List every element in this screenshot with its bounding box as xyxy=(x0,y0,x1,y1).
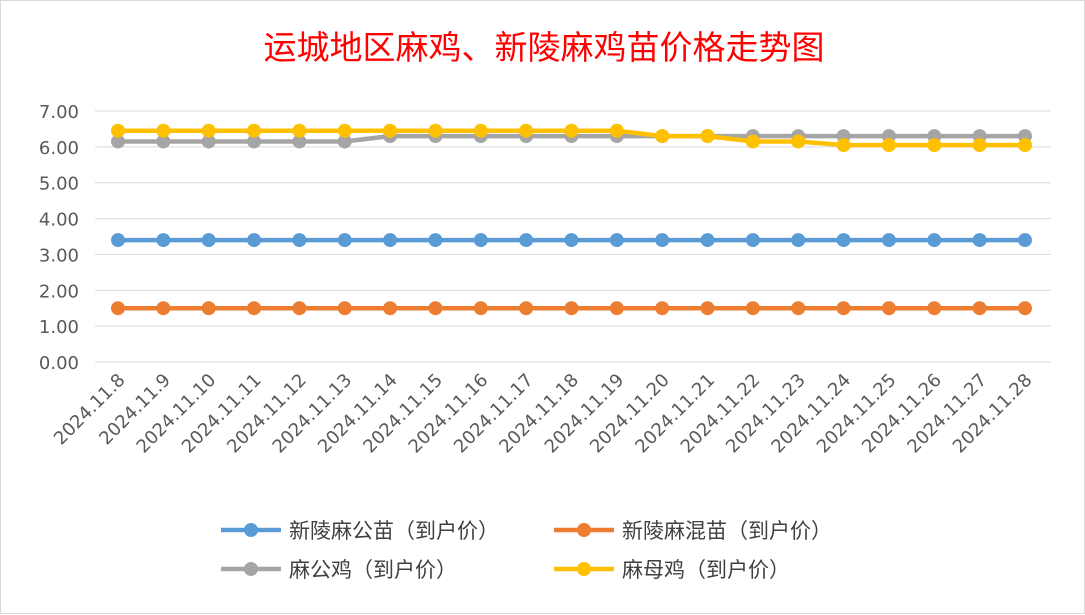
legend-marker xyxy=(577,562,591,576)
data-point xyxy=(836,301,851,316)
legend-marker xyxy=(244,523,258,537)
data-point xyxy=(791,134,806,149)
legend-item: 新陵麻混苗（到户价） xyxy=(554,519,832,543)
y-tick-label: 1.00 xyxy=(39,317,79,338)
data-point xyxy=(247,301,262,316)
data-point xyxy=(700,129,715,144)
data-point xyxy=(337,123,352,138)
series-1 xyxy=(111,233,1032,248)
data-point xyxy=(836,233,851,248)
y-tick-label: 4.00 xyxy=(39,210,79,231)
legend-item: 麻公鸡（到户价） xyxy=(221,558,457,582)
data-point xyxy=(247,123,262,138)
data-point xyxy=(927,301,942,316)
data-point xyxy=(337,233,352,248)
y-tick-label: 3.00 xyxy=(39,245,79,266)
legend: 新陵麻公苗（到户价） 新陵麻混苗（到户价） 麻公鸡（到户价） 麻母鸡（到户价） xyxy=(221,519,832,582)
data-point xyxy=(201,233,216,248)
data-point xyxy=(292,134,307,149)
data-point xyxy=(428,233,443,248)
data-point xyxy=(156,233,171,248)
data-point xyxy=(927,233,942,248)
data-point xyxy=(292,123,307,138)
data-point xyxy=(745,301,760,316)
legend-label: 麻母鸡（到户价） xyxy=(622,558,790,582)
data-point xyxy=(881,233,896,248)
data-point xyxy=(111,233,125,248)
data-point xyxy=(428,301,443,316)
y-tick-label: 5.00 xyxy=(39,174,79,195)
legend-item: 麻母鸡（到户价） xyxy=(554,558,790,582)
legend-label: 新陵麻公苗（到户价） xyxy=(289,519,499,543)
y-tick-label: 0.00 xyxy=(39,353,79,374)
y-tick-label: 7.00 xyxy=(39,102,79,123)
data-point xyxy=(609,123,624,138)
data-point xyxy=(111,301,125,316)
data-point xyxy=(201,123,216,138)
data-point xyxy=(473,233,488,248)
data-point xyxy=(111,134,125,149)
legend-label: 麻公鸡（到户价） xyxy=(289,558,457,582)
data-point xyxy=(473,301,488,316)
legend-item: 新陵麻公苗（到户价） xyxy=(221,519,499,543)
data-point xyxy=(972,301,987,316)
data-point xyxy=(700,301,715,316)
data-point xyxy=(383,233,398,248)
y-tick-label: 2.00 xyxy=(39,281,79,302)
data-point xyxy=(564,301,579,316)
series-lines xyxy=(111,123,1032,316)
data-point xyxy=(292,301,307,316)
data-point xyxy=(519,301,534,316)
data-point xyxy=(519,123,534,138)
data-point xyxy=(881,138,896,153)
data-point xyxy=(564,123,579,138)
data-point xyxy=(156,134,171,149)
data-point xyxy=(201,301,216,316)
data-point xyxy=(700,233,715,248)
data-point xyxy=(1018,301,1032,316)
y-tick-label: 6.00 xyxy=(39,138,79,159)
data-point xyxy=(791,301,806,316)
y-axis-ticks: 0.00 1.00 2.00 3.00 4.00 5.00 6.00 7.00 xyxy=(39,102,79,374)
legend-marker xyxy=(577,523,591,537)
data-point xyxy=(972,233,987,248)
data-point xyxy=(201,134,216,149)
data-point xyxy=(836,138,851,153)
data-point xyxy=(247,233,262,248)
x-axis-ticks: 2024.11.82024.11.92024.11.102024.11.1120… xyxy=(50,370,1037,458)
chart-title: 运城地区麻鸡、新陵麻鸡苗价格走势图 xyxy=(264,28,825,67)
data-point xyxy=(519,233,534,248)
data-point xyxy=(383,301,398,316)
data-point xyxy=(111,123,125,138)
data-point xyxy=(655,233,670,248)
legend-marker xyxy=(244,562,258,576)
data-point xyxy=(881,301,896,316)
data-point xyxy=(972,138,987,153)
data-point xyxy=(609,233,624,248)
series-4 xyxy=(111,123,1032,153)
data-point xyxy=(247,134,262,149)
data-point xyxy=(473,123,488,138)
data-point xyxy=(745,233,760,248)
data-point xyxy=(428,123,443,138)
data-point xyxy=(156,301,171,316)
data-point xyxy=(745,134,760,149)
data-point xyxy=(655,129,670,144)
data-point xyxy=(655,301,670,316)
data-point xyxy=(337,134,352,149)
data-point xyxy=(337,301,352,316)
data-point xyxy=(1018,138,1032,153)
data-point xyxy=(609,301,624,316)
series-2 xyxy=(111,301,1032,316)
data-point xyxy=(292,233,307,248)
data-point xyxy=(156,123,171,138)
legend-label: 新陵麻混苗（到户价） xyxy=(622,519,832,543)
data-point xyxy=(1018,233,1032,248)
data-point xyxy=(383,123,398,138)
data-point xyxy=(791,233,806,248)
data-point xyxy=(927,138,942,153)
data-point xyxy=(564,233,579,248)
